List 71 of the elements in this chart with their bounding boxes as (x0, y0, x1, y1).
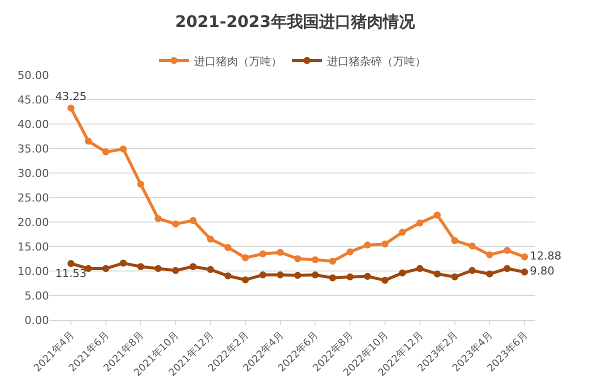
point (242, 254, 249, 262)
point (102, 148, 110, 156)
point (364, 242, 372, 249)
point (276, 248, 284, 256)
y-tick-label: 30.00 (18, 166, 49, 180)
point (102, 265, 110, 272)
point (154, 215, 162, 222)
point (224, 272, 232, 280)
point (468, 267, 476, 274)
point (416, 265, 424, 272)
point (312, 256, 319, 264)
data-label: 9.80 (530, 264, 554, 278)
point (521, 253, 528, 260)
y-tick-label: 5.00 (24, 289, 49, 302)
point (276, 271, 284, 278)
data-label: 11.53 (55, 267, 87, 280)
point (451, 237, 458, 244)
y-tick-label: 0.00 (24, 314, 49, 327)
point (329, 258, 336, 265)
point (346, 273, 354, 280)
y-tick-label: 25.00 (18, 191, 49, 204)
point (486, 270, 494, 278)
point (190, 263, 197, 270)
point (84, 138, 92, 145)
point (434, 270, 441, 278)
point (137, 263, 144, 270)
point (398, 269, 406, 276)
y-tick-label: 15.00 (18, 240, 49, 254)
point (172, 267, 180, 274)
point (312, 271, 319, 278)
point (381, 276, 388, 284)
data-label: 12.88 (530, 250, 562, 263)
y-tick-label: 40.00 (18, 118, 49, 131)
point (67, 260, 74, 267)
point (154, 265, 162, 272)
point (120, 145, 127, 152)
y-tick-label: 35.00 (18, 142, 49, 156)
point (451, 273, 458, 280)
point (67, 104, 74, 112)
y-tick-label: 50.00 (18, 68, 49, 82)
point (190, 217, 197, 224)
point (504, 246, 511, 254)
legend-label: 进口猪肉（万吨） (194, 54, 282, 68)
point (207, 236, 214, 243)
y-tick-label: 10.00 (18, 264, 49, 278)
point (434, 212, 441, 219)
point (398, 228, 406, 236)
point (346, 248, 354, 256)
point (224, 244, 232, 251)
y-tick-label: 20.00 (18, 216, 49, 229)
legend-label: 进口猪杂碎（万吨） (327, 54, 426, 68)
y-tick-label: 45.00 (18, 93, 49, 106)
point (120, 260, 127, 267)
point (329, 274, 336, 282)
point (242, 276, 249, 284)
point (416, 219, 424, 226)
point (364, 272, 372, 280)
point (486, 251, 494, 258)
point (137, 180, 144, 188)
point (259, 250, 266, 258)
data-label: 43.25 (55, 90, 87, 103)
point (172, 220, 180, 228)
point (381, 240, 388, 248)
point (259, 271, 266, 278)
point (294, 255, 302, 262)
point (504, 265, 511, 272)
chart-title: 2021-2023年我国进口猪肉情况 (175, 12, 416, 31)
point (294, 272, 302, 279)
point (207, 266, 214, 274)
point (468, 242, 476, 250)
point (521, 268, 528, 276)
